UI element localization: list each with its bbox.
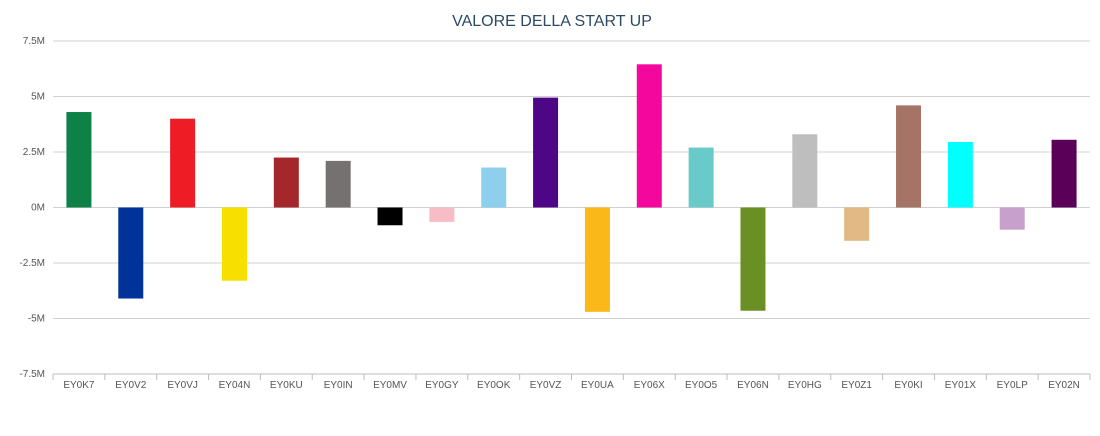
bar-ey0vz	[533, 97, 559, 208]
y-tick-label: -2.5M	[19, 258, 45, 269]
gridlines	[53, 40, 1090, 375]
bar-ey0ua	[584, 207, 610, 312]
y-tick-label: 2.5M	[23, 147, 45, 158]
bar-ey0vj	[170, 118, 196, 208]
x-tick-label: EY0O5	[685, 380, 718, 391]
chart-title: VALORE DELLA START UP	[452, 13, 652, 30]
x-tick-label: EY0LP	[997, 380, 1028, 391]
x-tick-label: EY0K7	[63, 380, 95, 391]
x-tick-label: EY0Z1	[841, 380, 872, 391]
y-tick-label: -7.5M	[19, 369, 45, 380]
x-tick-label: EY0MV	[373, 380, 407, 391]
bar-ey0k7	[66, 112, 92, 208]
x-tick-label: EY0GY	[425, 380, 459, 391]
x-tick-label: EY02N	[1048, 380, 1080, 391]
x-tick-label: EY0VZ	[530, 380, 562, 391]
bar-ey0z1	[844, 207, 870, 241]
bar-ey0mv	[377, 207, 403, 226]
y-tick-label: -5M	[28, 314, 45, 325]
bar-ey0ku	[273, 157, 299, 208]
bar-ey0in	[325, 160, 351, 208]
bar-ey04n	[221, 207, 247, 281]
y-axis-ticks: 7.5M 5M 2.5M 0M -2.5M -5M -7.5M	[19, 36, 45, 380]
bar-ey0ki	[896, 105, 922, 208]
x-tick-label: EY06X	[634, 380, 665, 391]
x-axis-ticks: EY0K7 EY0V2 EY0VJ EY04N EY0KU EY0IN EY0MV EY0GY…	[52, 373, 1091, 391]
bars	[66, 64, 1077, 312]
x-tick-label: EY0KU	[270, 380, 303, 391]
bar-ey0v2	[118, 207, 144, 299]
y-tick-label: 0M	[31, 203, 45, 214]
bar-ey0o5	[688, 147, 714, 208]
x-tick-label: EY01X	[945, 380, 976, 391]
bar-ey01x	[947, 142, 973, 208]
bar-ey0ok	[481, 167, 507, 208]
bar-ey0gy	[429, 207, 455, 222]
x-tick-label: EY0VJ	[167, 380, 198, 391]
bar-ey06n	[740, 207, 766, 311]
y-tick-label: 5M	[31, 92, 45, 103]
bar-ey02n	[1051, 139, 1077, 208]
x-tick-label: EY0UA	[581, 380, 614, 391]
x-tick-label: EY0HG	[788, 380, 822, 391]
y-tick-label: 7.5M	[23, 36, 45, 47]
bar-ey0hg	[792, 134, 818, 208]
bar-ey0lp	[999, 207, 1025, 230]
x-tick-label: EY04N	[219, 380, 251, 391]
bar-ey06x	[636, 64, 662, 208]
x-tick-label: EY06N	[737, 380, 769, 391]
x-tick-label: EY0OK	[477, 380, 511, 391]
x-tick-label: EY0V2	[115, 380, 147, 391]
x-tick-label: EY0KI	[894, 380, 922, 391]
x-tick-label: EY0IN	[324, 380, 353, 391]
